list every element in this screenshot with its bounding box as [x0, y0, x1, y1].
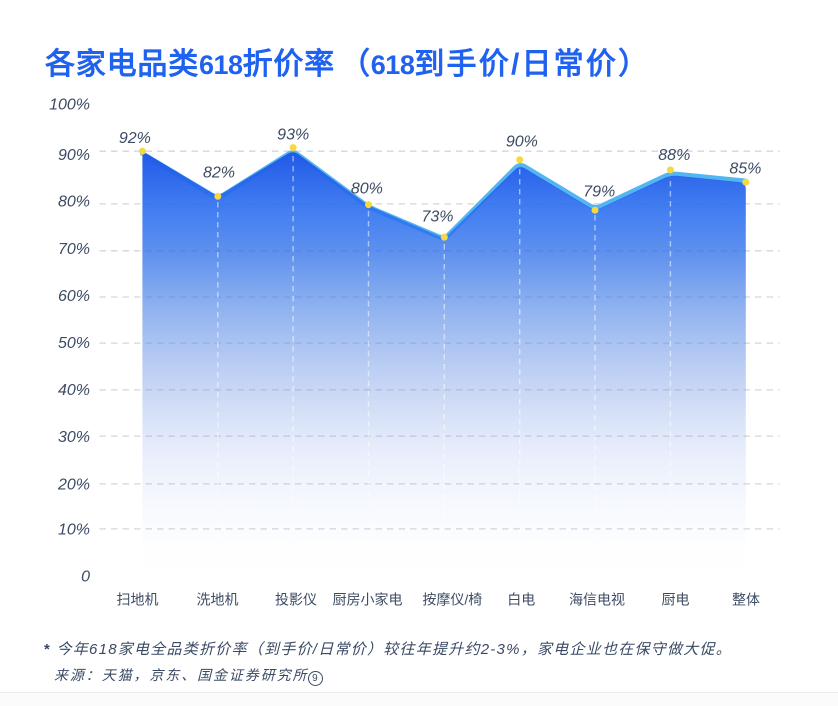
svg-text:90%: 90% [58, 147, 90, 164]
svg-text:白电: 白电 [507, 592, 535, 608]
svg-text:整体: 整体 [732, 592, 760, 608]
svg-text:扫地机: 扫地机 [117, 592, 159, 608]
svg-text:90%: 90% [506, 133, 538, 150]
svg-text:厨电: 厨电 [662, 592, 690, 608]
svg-text:20%: 20% [57, 477, 90, 494]
svg-text:92%: 92% [119, 130, 151, 147]
svg-text:100%: 100% [49, 97, 90, 114]
svg-text:73%: 73% [421, 209, 453, 226]
svg-text:93%: 93% [277, 126, 309, 143]
svg-text:80%: 80% [58, 194, 90, 211]
svg-text:40%: 40% [58, 382, 90, 399]
svg-text:60%: 60% [58, 288, 90, 305]
svg-text:投影仪: 投影仪 [275, 592, 317, 608]
svg-text:按摩仪/椅: 按摩仪/椅 [422, 592, 482, 608]
svg-text:海信电视: 海信电视 [569, 592, 625, 608]
svg-text:0: 0 [81, 569, 90, 586]
svg-text:30%: 30% [58, 429, 90, 446]
svg-text:88%: 88% [658, 147, 690, 164]
svg-text:50%: 50% [58, 335, 90, 352]
svg-text:80%: 80% [351, 181, 383, 198]
svg-text:82%: 82% [203, 165, 235, 182]
svg-text:79%: 79% [583, 184, 615, 201]
svg-text:85%: 85% [729, 161, 761, 178]
svg-text:厨房小家电: 厨房小家电 [333, 592, 403, 608]
svg-text:70%: 70% [58, 241, 90, 258]
svg-text:洗地机: 洗地机 [197, 592, 239, 608]
svg-text:10%: 10% [58, 522, 90, 539]
